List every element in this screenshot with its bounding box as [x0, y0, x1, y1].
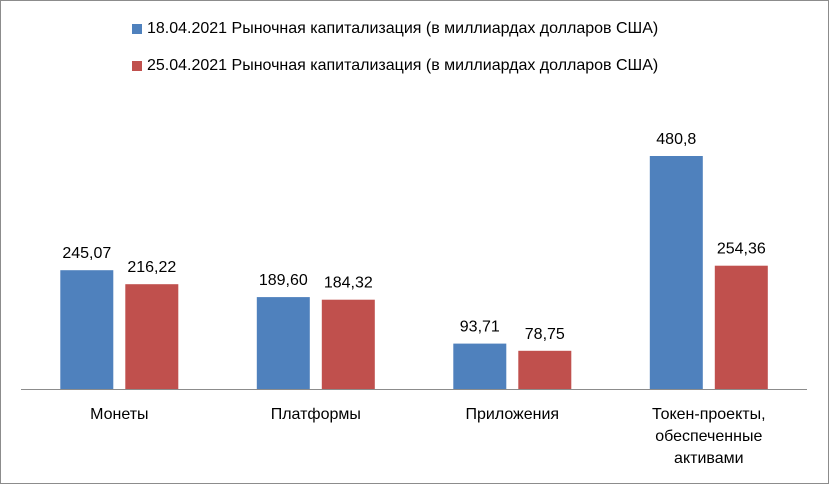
legend-item-series-1: 18.04.2021 Рыночная капитализация (в мил… [132, 15, 658, 43]
data-label-series-1-cat-2: 189,60 [259, 272, 308, 289]
bar-series-2-cat-2 [321, 299, 375, 389]
bar-series-1-cat-1 [60, 270, 114, 389]
x-tick-label-cat-4-line-1: Токен-проекты, [652, 406, 765, 423]
bar-series-1-cat-4 [649, 156, 703, 389]
x-tick-label-cat-1-line-1: Монеты [90, 406, 148, 423]
legend-item-series-2: 25.04.2021 Рыночная капитализация (в мил… [132, 52, 658, 80]
legend: 18.04.2021 Рыночная капитализация (в мил… [132, 15, 658, 89]
x-tick-label-cat-4-line-3: активами [674, 450, 744, 467]
data-label-series-2-cat-1: 216,22 [127, 259, 176, 276]
legend-label-series-1: 18.04.2021 Рыночная капитализация (в мил… [147, 20, 659, 37]
data-labels-group: 245,07 216,22 189,60 184,32 93,71 78,75 480,8 2… [62, 131, 766, 343]
data-label-series-1-cat-3: 93,71 [460, 319, 500, 336]
data-label-series-2-cat-4: 254,36 [717, 241, 766, 258]
x-tick-label-cat-4-line-2: обеспеченные [655, 428, 762, 445]
legend-swatch-series-2 [132, 61, 142, 71]
data-label-series-2-cat-2: 184,32 [324, 275, 373, 292]
x-tick-label-cat-2-line-1: Платформы [271, 406, 361, 423]
data-label-series-1-cat-1: 245,07 [62, 245, 111, 262]
x-tick-labels-group: Монеты Платформы Приложения Токен-проекты, о… [90, 406, 765, 467]
data-label-series-1-cat-4: 480,8 [656, 131, 696, 148]
legend-label-series-2: 25.04.2021 Рыночная капитализация (в мил… [147, 57, 659, 74]
bar-series-1-cat-2 [256, 297, 310, 389]
bar-series-2-cat-1 [125, 284, 179, 389]
legend-swatch-series-1 [132, 24, 142, 34]
bar-series-2-cat-4 [714, 265, 768, 389]
data-label-series-2-cat-3: 78,75 [525, 326, 565, 343]
bar-series-2-cat-3 [518, 350, 572, 389]
bars-group [60, 156, 768, 389]
x-tick-label-cat-3-line-1: Приложения [465, 406, 559, 423]
bar-series-1-cat-3 [453, 343, 507, 389]
